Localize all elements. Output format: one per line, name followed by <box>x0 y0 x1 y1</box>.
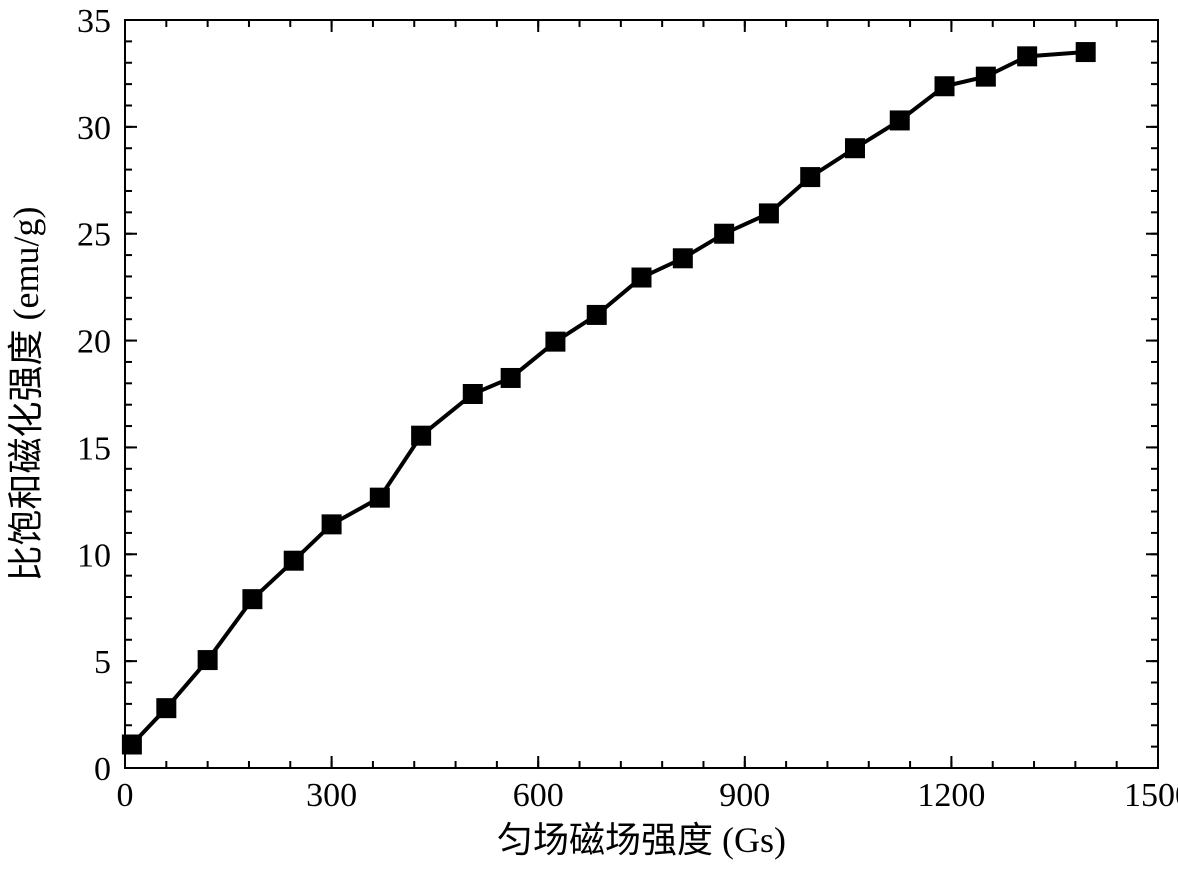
data-marker <box>463 384 483 404</box>
data-marker <box>501 368 521 388</box>
x-tick-label: 600 <box>513 777 564 814</box>
y-tick-label: 10 <box>77 537 111 574</box>
data-marker <box>370 488 390 508</box>
data-marker <box>587 305 607 325</box>
x-tick-label: 900 <box>719 777 770 814</box>
data-marker <box>632 268 652 288</box>
data-marker <box>759 203 779 223</box>
data-marker <box>714 224 734 244</box>
plot-border <box>125 20 1158 768</box>
x-axis-label: 匀场磁场强度 (Gs) <box>497 820 786 860</box>
y-tick-label: 20 <box>77 324 111 361</box>
data-marker <box>673 248 693 268</box>
data-marker <box>890 110 910 130</box>
y-tick-label: 0 <box>94 751 111 788</box>
data-marker <box>1076 42 1096 62</box>
data-marker <box>411 426 431 446</box>
magnetization-chart: 0 300 600 900 1200 1500 0 5 10 15 20 25 30 35 匀场磁场强度 (… <box>0 0 1178 873</box>
x-tick-label: 1500 <box>1124 777 1178 814</box>
data-marker <box>545 332 565 352</box>
data-marker <box>845 138 865 158</box>
data-marker <box>322 514 342 534</box>
x-tick-label: 1200 <box>917 777 985 814</box>
y-tick-label: 30 <box>77 110 111 147</box>
data-marker <box>284 551 304 571</box>
data-marker <box>935 76 955 96</box>
data-marker <box>242 589 262 609</box>
y-tick-label: 25 <box>77 217 111 254</box>
y-tick-label: 5 <box>94 644 111 681</box>
y-tick-label: 15 <box>77 430 111 467</box>
data-marker <box>800 167 820 187</box>
data-marker <box>1017 46 1037 66</box>
data-marker <box>122 734 142 754</box>
data-marker <box>976 67 996 87</box>
x-tick-label: 0 <box>117 777 134 814</box>
data-marker <box>198 650 218 670</box>
chart-container: 0 300 600 900 1200 1500 0 5 10 15 20 25 30 35 匀场磁场强度 (… <box>0 0 1178 873</box>
data-marker <box>156 698 176 718</box>
y-tick-label: 35 <box>77 3 111 40</box>
data-line <box>132 52 1086 744</box>
x-tick-label: 300 <box>306 777 357 814</box>
y-axis-label: 比饱和磁化强度 (emu/g) <box>6 207 46 582</box>
